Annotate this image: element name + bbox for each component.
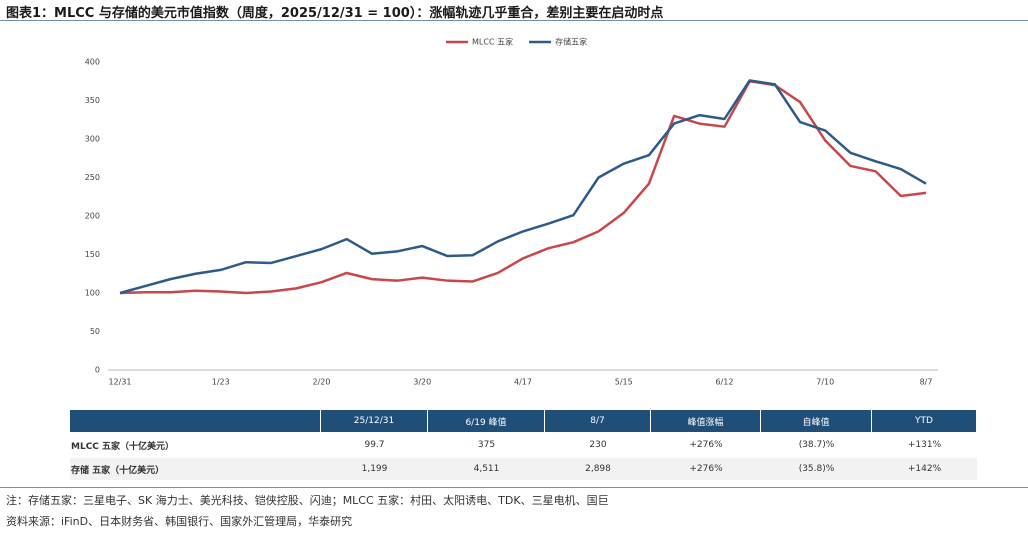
row: 存储 五家（十亿美元） 1,199 4,511 2,898 +276% (35.8)% +1…	[70, 458, 977, 480]
y-tick-label: 400	[85, 58, 100, 67]
cell: 99.7	[364, 440, 385, 450]
y-tick-label: 100	[85, 289, 100, 298]
cell: 4,511	[428, 458, 545, 480]
y-tick-label: 300	[85, 135, 100, 144]
x-tick-label: 1/23	[212, 378, 230, 387]
x-tick-label: 5/15	[615, 378, 633, 387]
cell: 2,898	[545, 458, 651, 480]
cell: +276%	[689, 440, 723, 450]
rule	[0, 487, 1028, 488]
y-tick-label: 150	[85, 250, 100, 259]
cell: (38.7)%	[798, 440, 835, 450]
cell: 1,199	[321, 458, 428, 480]
rule	[0, 20, 1028, 21]
x-tick-label: 7/10	[816, 378, 834, 387]
cell: +131%	[907, 440, 942, 450]
title: 图表1：MLCC 与存储的美元市值指数（周度，2025/12/31 = 100）…	[6, 6, 664, 21]
note: 资料来源：iFinD、日本财务省、韩国银行、国家外汇管理局，华泰研究	[6, 515, 353, 528]
y-tick-label: 350	[85, 96, 100, 105]
x-tick-label: 3/20	[413, 378, 431, 387]
note: 注：存储五家：三星电子、SK 海力士、美光科技、铠侠控股、闪迪；MLCC 五家：…	[6, 494, 609, 507]
header-cell: 25/12/31	[321, 410, 428, 432]
cell: 375	[477, 440, 496, 450]
cell: 存储 五家（十亿美元）	[70, 458, 321, 480]
chart: 0 50 100 150 200 250 300 350 400 12/31 1/23 2/20 3/2…	[85, 37, 938, 387]
line	[119, 79, 927, 295]
header-cell	[70, 410, 321, 432]
header-cell: 6/19 峰值	[428, 410, 545, 432]
cell: +142%	[872, 458, 977, 480]
table: 25/12/31 6/19 峰值 8/7 峰值涨幅 自峰值 YTD MLCC 五家（十亿美…	[70, 408, 977, 482]
header-cell: 自峰值	[761, 410, 872, 432]
y-tick-label: 50	[90, 327, 100, 336]
line	[119, 80, 927, 295]
header-cell: 峰值涨幅	[651, 410, 761, 432]
y-tick-label: 250	[85, 173, 100, 182]
cell: 230	[589, 440, 607, 450]
legend-label: 存储五家	[555, 37, 587, 47]
cell: MLCC 五家（十亿美元）	[71, 441, 175, 452]
x-tick-label: 2/20	[313, 378, 331, 387]
legend-label: MLCC 五家	[472, 37, 513, 47]
row: MLCC 五家（十亿美元） 99.7 375 230 +276% (38.7)% +131%	[70, 434, 977, 456]
cell: +276%	[651, 458, 761, 480]
x-tick-label: 12/31	[108, 378, 131, 387]
x-tick-label: 6/12	[716, 378, 734, 387]
y-tick-label: 0	[95, 366, 100, 375]
x-tick-label: 4/17	[514, 378, 532, 387]
x-tick-label: 8/7	[920, 378, 933, 387]
y-tick-label: 200	[85, 212, 100, 221]
cell: (35.8)%	[761, 458, 872, 480]
header-cell: YTD	[872, 410, 977, 432]
header-cell: 8/7	[545, 410, 651, 432]
